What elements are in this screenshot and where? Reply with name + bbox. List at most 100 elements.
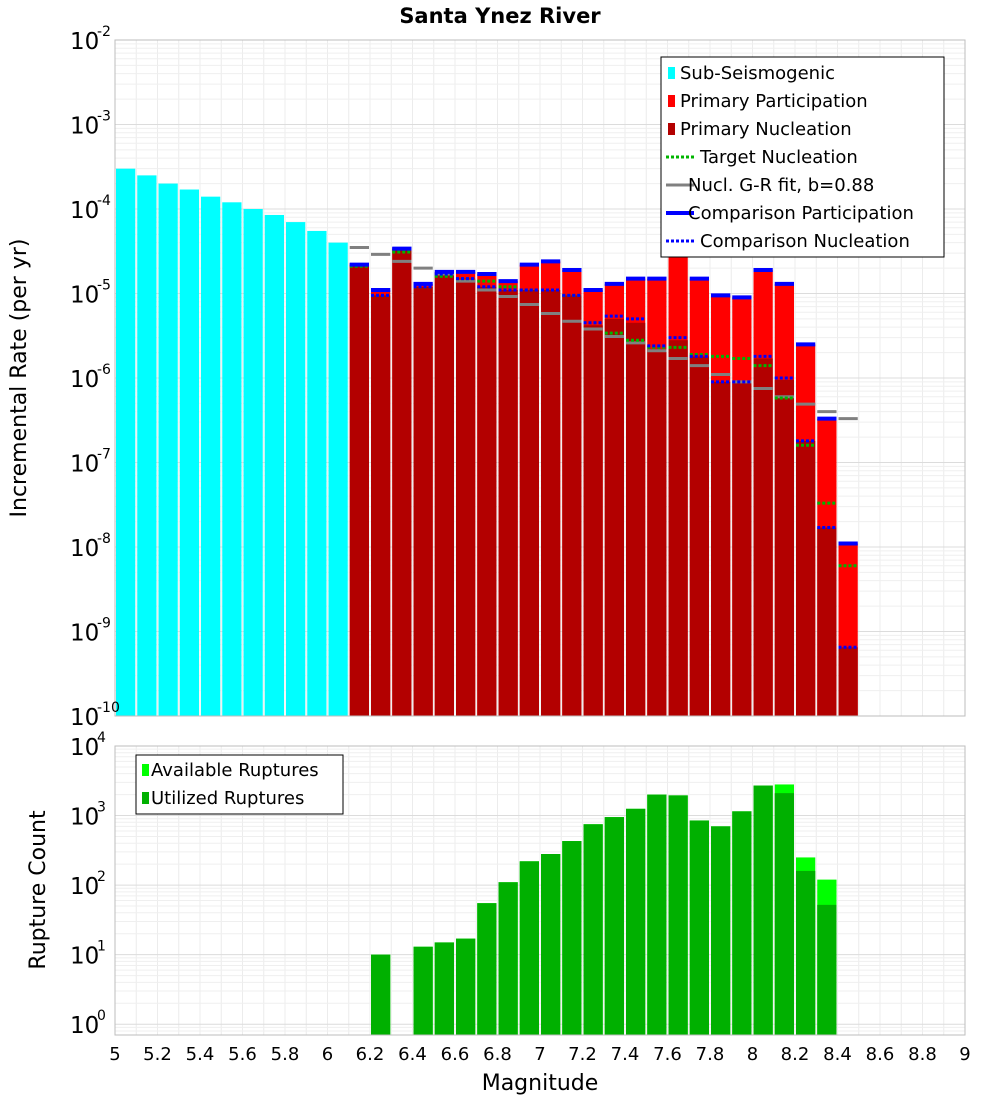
utilized-ruptures-bar <box>774 793 794 1035</box>
chart-title: Santa Ynez River <box>399 4 601 28</box>
sub-seismogenic-bar <box>243 209 263 716</box>
sub-seismogenic-bar <box>201 196 221 717</box>
primary-nucleation-bar <box>838 647 858 716</box>
bottom-y-tick-base: 10 <box>70 805 99 831</box>
top-legend: Sub-Seismogenic Primary Participation Prim… <box>660 56 945 258</box>
x-tick-label: 8.8 <box>908 1044 937 1065</box>
bottom-y-tick-base: 10 <box>70 944 99 970</box>
x-tick-label: 6.6 <box>441 1044 470 1065</box>
bottom-y-tick-exp: 1 <box>97 939 106 955</box>
x-tick-label: 7.8 <box>696 1044 725 1065</box>
bottom-y-tick-exp: 3 <box>97 800 106 816</box>
utilized-ruptures-bar <box>477 903 497 1035</box>
top-y-tick-base: 10 <box>70 705 99 731</box>
top-y-tick-base: 10 <box>70 452 99 478</box>
utilized-ruptures-bar <box>647 794 667 1035</box>
primary-nucleation-bar <box>371 295 391 716</box>
x-tick-label: 5.8 <box>271 1044 300 1065</box>
utilized-ruptures-bar <box>519 861 539 1035</box>
sub-seismogenic-bar <box>286 222 306 716</box>
top-y-tick-exp: -8 <box>97 531 111 547</box>
utilized-ruptures-bar <box>413 946 433 1035</box>
primary-nucleation-bar <box>349 264 369 716</box>
top-y-tick-base: 10 <box>70 536 99 562</box>
utilized-ruptures-bar <box>371 954 391 1035</box>
bottom-y-axis-title: Rupture Count <box>26 810 51 970</box>
sub-seismogenic-bar <box>179 189 199 716</box>
utilized-ruptures-bar <box>732 811 752 1035</box>
top-y-tick-exp: -3 <box>97 109 111 125</box>
primary-nucleation-bar <box>477 286 497 716</box>
top-y-tick-base: 10 <box>70 283 99 309</box>
legend-label: Target Nucleation <box>699 147 858 168</box>
legend-label: Sub-Seismogenic <box>680 63 835 84</box>
utilized-ruptures-bar <box>498 882 518 1035</box>
primary-nucleation-bar <box>774 379 794 716</box>
sub-seismogenic-bar <box>158 183 178 716</box>
bottom-legend-box <box>135 754 344 815</box>
utilized-ruptures-bar <box>689 820 709 1035</box>
primary-nucleation-bar <box>668 340 688 716</box>
sub-seismogenic-bar <box>137 175 157 716</box>
x-tick-label: 5 <box>109 1044 120 1065</box>
primary-nucleation-bar <box>689 356 709 716</box>
sub-seismogenic-bar <box>222 202 242 716</box>
x-tick-label: 6.8 <box>483 1044 512 1065</box>
utilized-ruptures-bar <box>796 870 816 1035</box>
top-y-tick-exp: -2 <box>97 24 111 40</box>
utilized-ruptures-bar <box>583 824 603 1035</box>
legend-label: Utilized Ruptures <box>151 788 304 809</box>
legend-swatch <box>668 67 675 79</box>
x-tick-label: 7 <box>534 1044 545 1065</box>
utilized-ruptures-bar <box>541 854 561 1035</box>
x-tick-label: 9 <box>959 1044 970 1065</box>
top-y-tick-exp: -10 <box>97 700 120 716</box>
x-tick-label: 7.2 <box>568 1044 597 1065</box>
legend-label: Nucl. G-R fit, b=0.88 <box>688 175 874 196</box>
primary-nucleation-bar <box>519 290 539 716</box>
top-y-tick-exp: -5 <box>97 278 111 294</box>
primary-nucleation-bar <box>562 295 582 716</box>
legend-swatch <box>668 95 675 107</box>
legend-swatch <box>142 792 149 804</box>
x-ticks: 5 5.2 5.4 5.6 5.8 6 6.2 6.4 6.6 6.8 7 7.2 7.4 7.6 7.8 8… <box>109 1044 970 1065</box>
primary-nucleation-bar <box>392 248 412 716</box>
primary-nucleation-bar <box>732 381 752 716</box>
legend-label: Primary Nucleation <box>680 119 852 140</box>
x-tick-label: 7.6 <box>653 1044 682 1065</box>
x-tick-label: 6.2 <box>356 1044 385 1065</box>
primary-nucleation-bar <box>647 349 667 716</box>
utilized-ruptures-bar <box>562 841 582 1035</box>
legend-label: Primary Participation <box>680 91 868 112</box>
top-legend-box <box>660 56 945 258</box>
bottom-plot-frame <box>114 745 966 1036</box>
legend-label: Comparison Participation <box>688 203 914 224</box>
top-marks <box>349 246 858 649</box>
primary-nucleation-bar <box>817 527 837 716</box>
bottom-y-tick-base: 10 <box>70 735 99 761</box>
primary-nucleation-bar <box>498 290 518 716</box>
x-tick-label: 5.2 <box>143 1044 172 1065</box>
primary-nucleation-bar <box>434 274 454 716</box>
primary-nucleation-bar <box>541 290 561 716</box>
primary-nucleation-bar <box>753 358 773 716</box>
utilized-ruptures-bar <box>626 808 646 1035</box>
bottom-y-tick-exp: 2 <box>97 869 106 885</box>
x-tick-label: 8.4 <box>823 1044 852 1065</box>
sub-seismogenic-bar <box>307 230 327 717</box>
top-y-tick-base: 10 <box>70 29 99 55</box>
top-y-tick-exp: -6 <box>97 362 111 378</box>
top-y-tick-base: 10 <box>70 198 99 224</box>
primary-nucleation-bar <box>413 286 433 716</box>
x-tick-label: 7.4 <box>611 1044 640 1065</box>
top-y-tick-exp: -9 <box>97 616 111 632</box>
top-y-tick-base: 10 <box>70 367 99 393</box>
utilized-ruptures-bar <box>668 795 688 1035</box>
primary-nucleation-bar <box>626 322 646 716</box>
top-bars <box>116 168 858 717</box>
primary-nucleation-bar <box>796 440 816 716</box>
bottom-y-tick-base: 10 <box>70 874 99 900</box>
sub-seismogenic-bar <box>116 168 136 717</box>
